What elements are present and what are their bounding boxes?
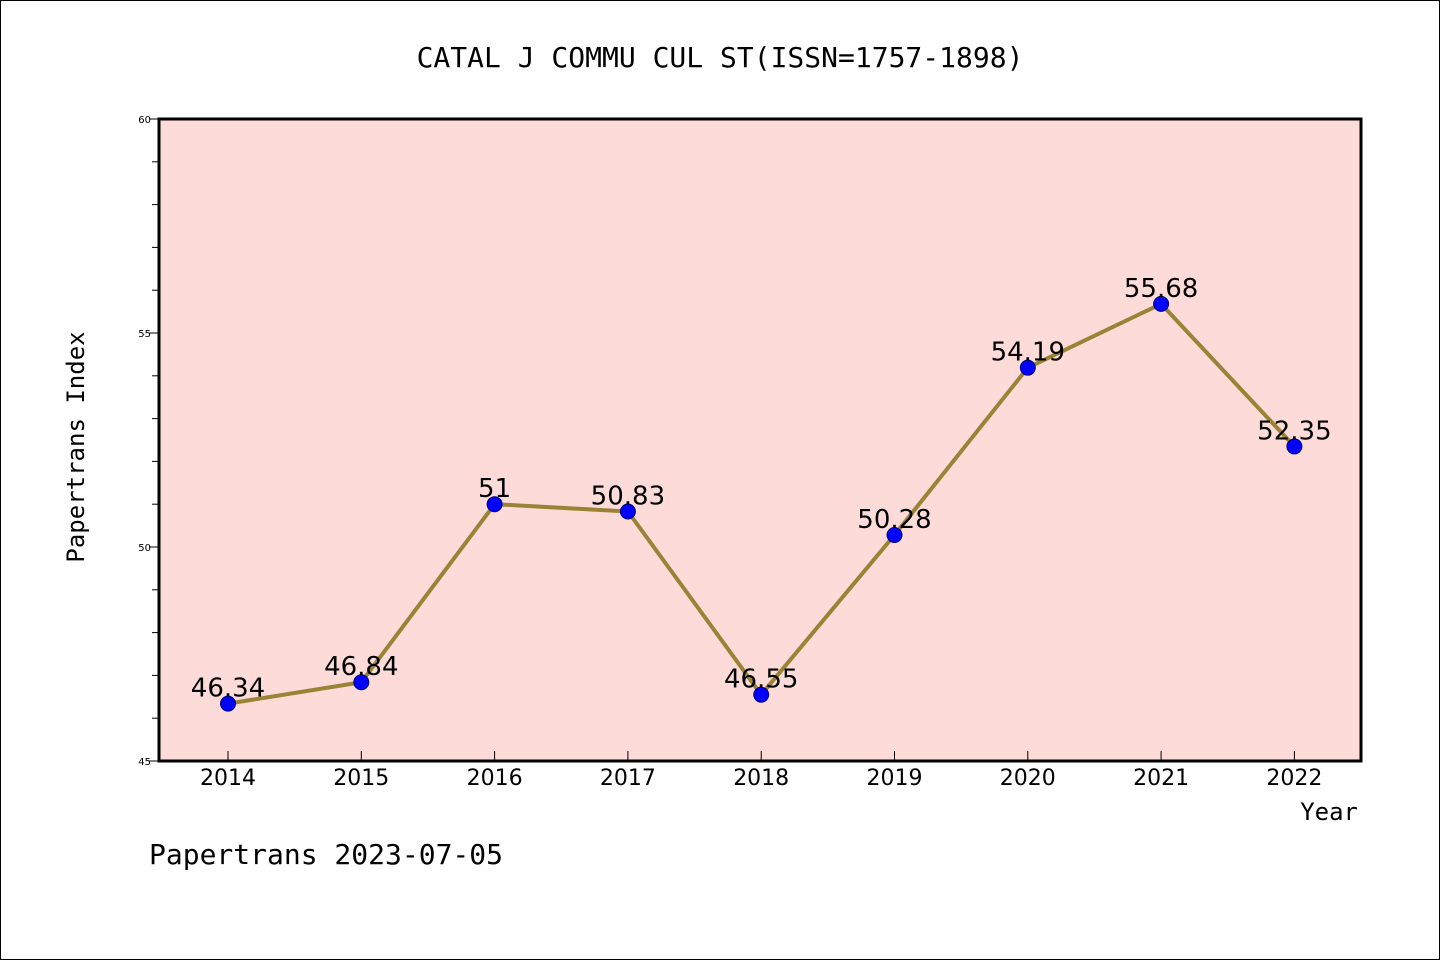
x-axis: 2014 2015 2016 2017 2018 2019 2020 2021 2022 <box>200 751 1322 791</box>
data-point <box>1153 295 1170 312</box>
data-label: 52.35 <box>1257 416 1331 446</box>
x-tick-label: 2015 <box>333 766 389 791</box>
footer-date-stamp: Papertrans 2023-07-05 <box>149 838 503 871</box>
data-points <box>220 295 1303 712</box>
data-point <box>886 527 903 544</box>
data-point <box>353 674 370 691</box>
data-point <box>1019 359 1036 376</box>
plot-area <box>157 117 1363 763</box>
data-label: 46.34 <box>191 674 265 704</box>
data-label: 51 <box>478 474 511 504</box>
y-axis: 45 50 55 60 <box>138 115 159 768</box>
data-point <box>1286 438 1303 455</box>
x-axis-label: Year <box>1300 798 1358 826</box>
data-label: 46.84 <box>324 652 398 682</box>
x-tick-label: 2021 <box>1133 766 1189 791</box>
x-tick-label: 2016 <box>467 766 523 791</box>
x-tick-label: 2022 <box>1266 766 1322 791</box>
x-tick-label: 2020 <box>1000 766 1056 791</box>
data-point <box>486 496 503 513</box>
data-label: 50.28 <box>857 505 931 535</box>
data-labels: 46.34 46.84 51 50.83 46.55 50.28 54.19 55.68 52.… <box>191 274 1332 704</box>
data-point <box>753 686 770 703</box>
data-point <box>619 503 636 520</box>
data-label: 55.68 <box>1124 274 1198 304</box>
x-tick-label: 2017 <box>600 766 656 791</box>
x-tick-label: 2019 <box>867 766 923 791</box>
y-axis-label: Papertrans Index <box>62 331 90 562</box>
y-tick-label: 45 <box>138 757 151 768</box>
data-label: 50.83 <box>591 481 665 511</box>
chart-title: CATAL J COMMU CUL ST(ISSN=1757-1898) <box>417 41 1024 74</box>
y-tick-label: 60 <box>138 115 151 126</box>
data-label: 54.19 <box>991 338 1065 368</box>
x-tick-label: 2014 <box>200 766 256 791</box>
data-label: 46.55 <box>724 665 798 695</box>
data-point <box>220 695 236 712</box>
y-tick-label: 55 <box>138 329 151 340</box>
x-tick-label: 2018 <box>733 766 789 791</box>
y-tick-label: 50 <box>138 543 151 554</box>
